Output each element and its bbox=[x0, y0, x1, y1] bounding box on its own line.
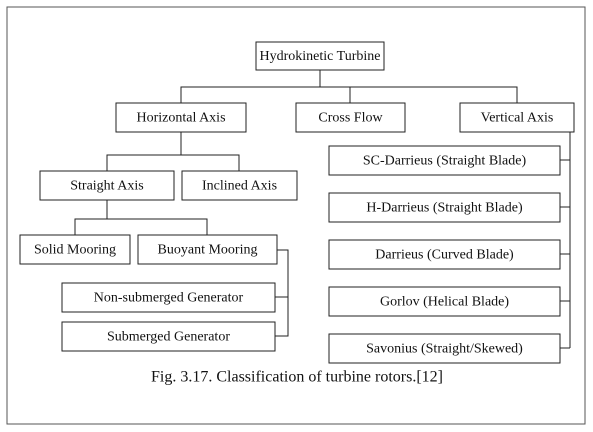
node-box bbox=[39, 170, 175, 201]
node-box bbox=[328, 333, 561, 364]
connectors bbox=[74, 70, 571, 349]
node-label: Straight Axis bbox=[70, 179, 144, 194]
node-label: Darrieus (Curved Blade) bbox=[375, 248, 514, 263]
node-label: Savonius (Straight/Skewed) bbox=[366, 342, 523, 357]
node-box bbox=[295, 102, 406, 133]
node-box bbox=[255, 41, 385, 71]
node-box bbox=[115, 102, 247, 133]
node-label: Cross Flow bbox=[318, 111, 383, 126]
node-label: Solid Mooring bbox=[34, 243, 116, 258]
node-box bbox=[328, 192, 561, 223]
node-box bbox=[181, 170, 298, 201]
node-box bbox=[459, 102, 575, 133]
node-label: Horizontal Axis bbox=[136, 111, 225, 126]
node-label: Inclined Axis bbox=[202, 179, 277, 194]
node-box bbox=[328, 286, 561, 317]
node-box bbox=[61, 321, 276, 352]
node-box bbox=[61, 282, 276, 313]
node-box bbox=[19, 234, 131, 265]
node-box bbox=[328, 239, 561, 270]
node-label: Gorlov (Helical Blade) bbox=[380, 295, 509, 310]
node-label: Vertical Axis bbox=[481, 111, 554, 126]
node-box bbox=[137, 234, 278, 265]
node-label: Non-submerged Generator bbox=[94, 291, 244, 306]
caption: Fig. 3.17. Classification of turbine rot… bbox=[151, 369, 443, 386]
node-label: H-Darrieus (Straight Blade) bbox=[366, 201, 523, 216]
node-label: Buoyant Mooring bbox=[158, 243, 258, 258]
node-label: SC-Darrieus (Straight Blade) bbox=[363, 154, 527, 169]
node-box bbox=[328, 145, 561, 176]
node-label: Submerged Generator bbox=[107, 330, 230, 345]
node-label: Hydrokinetic Turbine bbox=[260, 49, 381, 64]
